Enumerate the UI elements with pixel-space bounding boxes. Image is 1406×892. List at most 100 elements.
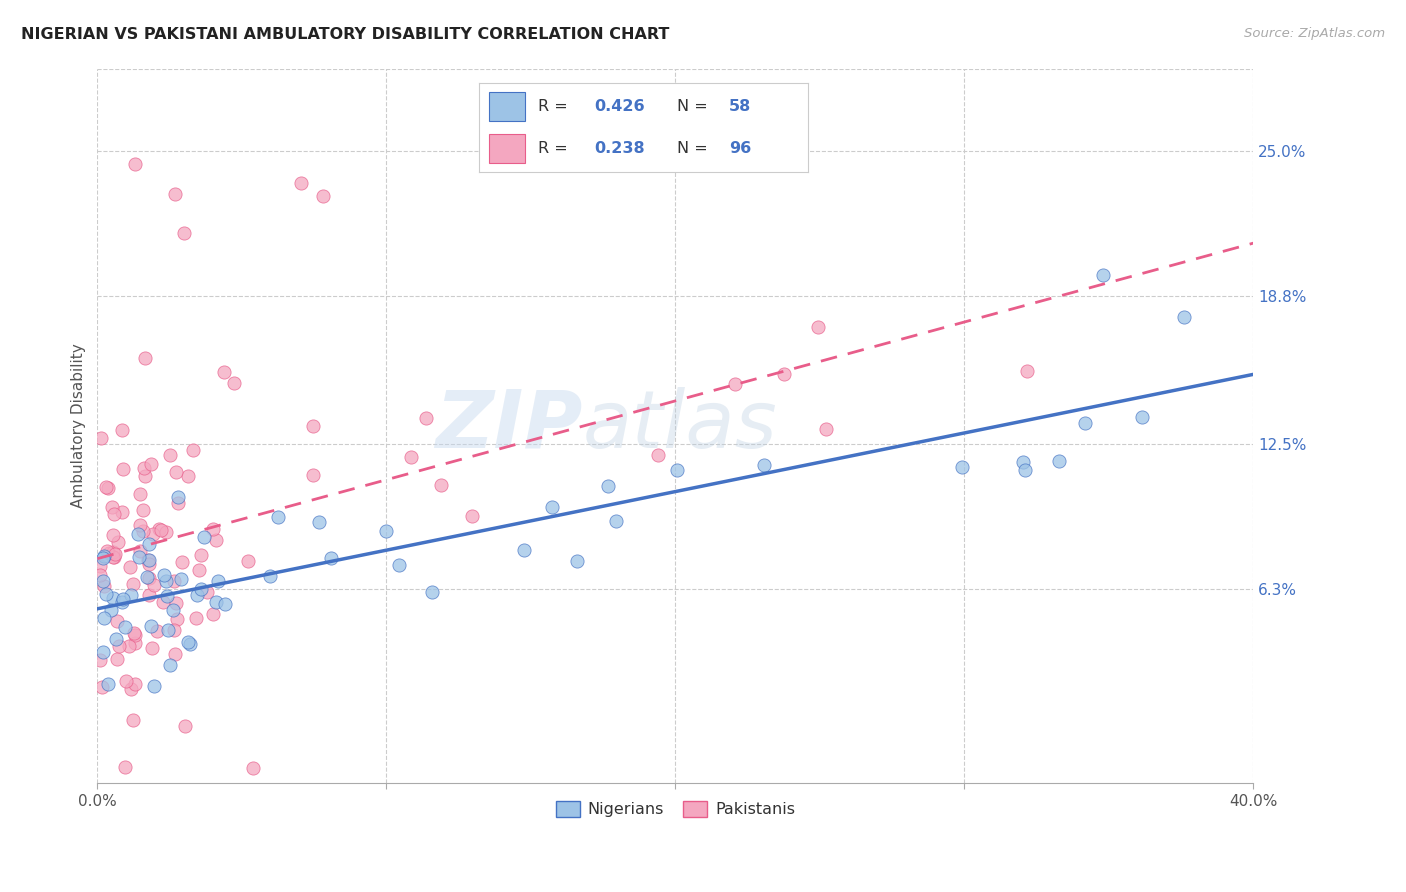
Point	[118, 639, 141, 653]
Point	[195, 584, 218, 599]
Point	[111, 424, 134, 438]
Point	[143, 578, 166, 592]
Point	[598, 478, 620, 492]
Point	[212, 365, 235, 379]
Point	[103, 508, 125, 522]
Point	[155, 574, 177, 589]
Point	[752, 458, 775, 473]
Point	[814, 422, 837, 436]
Point	[513, 543, 536, 558]
Point	[375, 524, 398, 538]
Point	[93, 578, 115, 592]
Point	[141, 458, 163, 472]
Point	[1173, 310, 1195, 325]
Point	[222, 376, 245, 390]
Point	[105, 615, 128, 629]
Point	[132, 524, 155, 538]
Point	[138, 588, 160, 602]
Point	[112, 462, 135, 476]
Point	[1014, 462, 1036, 476]
Point	[259, 569, 281, 583]
Point	[93, 611, 115, 625]
Point	[107, 534, 129, 549]
Point	[94, 587, 117, 601]
Point	[142, 679, 165, 693]
Point	[415, 411, 437, 425]
Point	[152, 567, 174, 582]
Point	[319, 551, 342, 566]
Point	[177, 634, 200, 648]
Point	[97, 481, 120, 495]
Point	[159, 448, 181, 462]
Point	[157, 624, 180, 638]
Point	[181, 443, 204, 458]
Point	[104, 547, 127, 561]
Point	[138, 537, 160, 551]
Point	[132, 503, 155, 517]
Point	[91, 645, 114, 659]
Text: NIGERIAN VS PAKISTANI AMBULATORY DISABILITY CORRELATION CHART: NIGERIAN VS PAKISTANI AMBULATORY DISABIL…	[21, 27, 669, 42]
Point	[1047, 454, 1070, 468]
Point	[166, 496, 188, 510]
Point	[127, 527, 149, 541]
Point	[111, 505, 134, 519]
Point	[118, 559, 141, 574]
Point	[100, 500, 122, 514]
Point	[121, 577, 143, 591]
Point	[1012, 455, 1035, 469]
Point	[101, 544, 124, 558]
Point	[214, 597, 236, 611]
Point	[399, 450, 422, 465]
Point	[163, 647, 186, 661]
Text: Source: ZipAtlas.com: Source: ZipAtlas.com	[1244, 27, 1385, 40]
Point	[124, 157, 146, 171]
Point	[91, 574, 114, 588]
Point	[97, 546, 120, 560]
Point	[97, 677, 120, 691]
Point	[190, 548, 212, 562]
Point	[429, 478, 451, 492]
Point	[96, 544, 118, 558]
Point	[187, 563, 209, 577]
Point	[122, 713, 145, 727]
Point	[93, 549, 115, 563]
Point	[163, 574, 186, 589]
Point	[128, 517, 150, 532]
Point	[148, 522, 170, 536]
Point	[124, 636, 146, 650]
Point	[114, 760, 136, 774]
Point	[1074, 416, 1097, 430]
Point	[186, 611, 208, 625]
Point	[132, 461, 155, 475]
Point	[142, 527, 165, 541]
Point	[100, 603, 122, 617]
Point	[136, 570, 159, 584]
Point	[302, 468, 325, 483]
Point	[773, 367, 796, 381]
Point	[201, 522, 224, 536]
Point	[290, 177, 312, 191]
Point	[170, 572, 193, 586]
Point	[179, 637, 201, 651]
Point	[155, 524, 177, 539]
Point	[165, 466, 187, 480]
Point	[207, 574, 229, 588]
Point	[89, 568, 111, 582]
Point	[136, 553, 159, 567]
Point	[139, 619, 162, 633]
Text: ZIP: ZIP	[436, 387, 583, 465]
Point	[173, 226, 195, 240]
Point	[1017, 364, 1039, 378]
Point	[156, 589, 179, 603]
Point	[129, 487, 152, 501]
Point	[236, 554, 259, 568]
Point	[128, 543, 150, 558]
Point	[165, 596, 187, 610]
Point	[124, 627, 146, 641]
Point	[201, 607, 224, 622]
Point	[112, 592, 135, 607]
Point	[152, 595, 174, 609]
Point	[1132, 410, 1154, 425]
Point	[308, 515, 330, 529]
Point	[90, 681, 112, 695]
